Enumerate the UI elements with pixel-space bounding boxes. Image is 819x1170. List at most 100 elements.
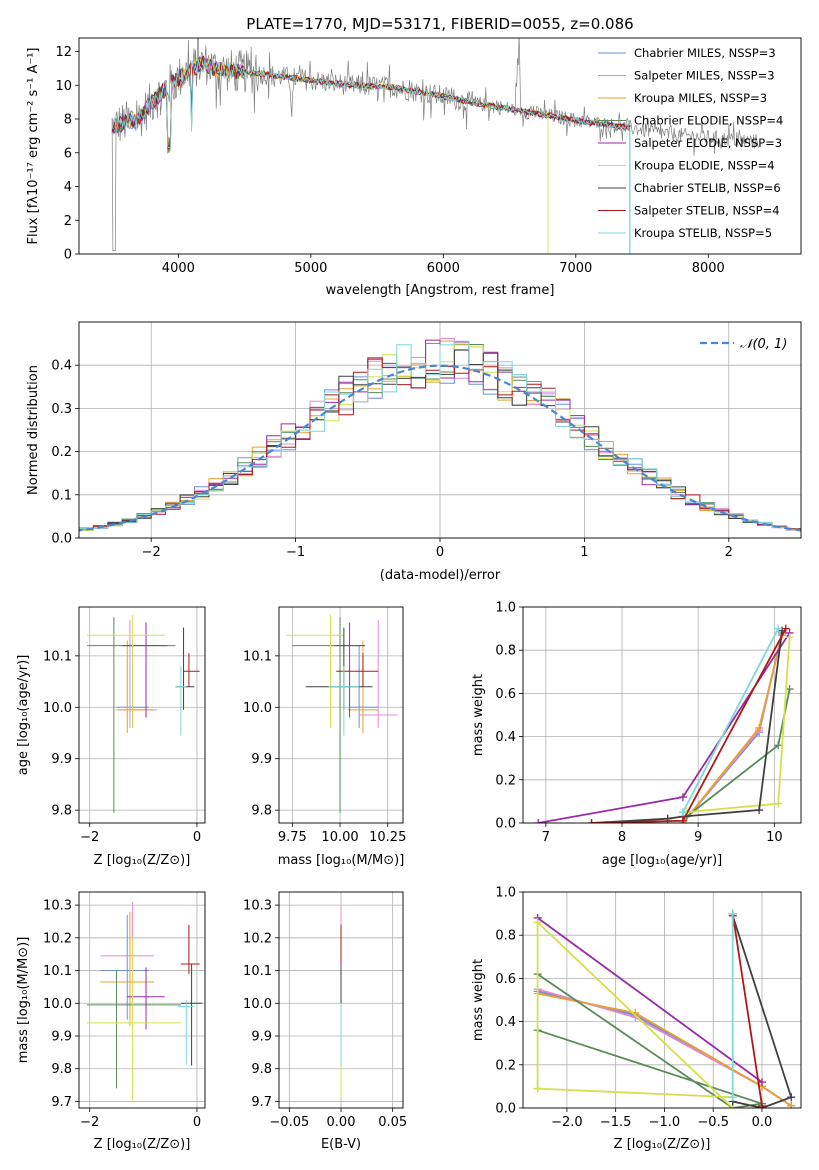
ytick-label: 10.0 [43, 701, 72, 716]
ytick-label: 10.0 [243, 701, 272, 716]
ytick-label: 10.0 [243, 997, 272, 1012]
ytick-label: 10.1 [43, 649, 72, 664]
series-marker [533, 1084, 542, 1093]
panel-spectrum: 4000 5000 6000 7000 8000 0 2 4 6 8 10 12 wavelength … [26, 37, 802, 298]
point-kroupa-stelib [175, 666, 187, 736]
series-marker [755, 723, 764, 732]
series-line [682, 628, 779, 813]
series-line [591, 628, 787, 823]
ytick-label: 4 [64, 180, 72, 195]
panel-residuals: −2 −1 0 1 2 0.0 0.1 0.2 0.3 0.4 (data-model)/error… [26, 321, 802, 583]
ytick-label: 9.8 [251, 804, 272, 819]
ytick-label: 0.2 [495, 773, 516, 788]
point-salpeter-elodie [121, 622, 168, 718]
point-salpeter-stelib [180, 924, 200, 974]
series-salpeter-stelib [587, 624, 790, 823]
axes-frame [278, 891, 404, 1109]
series-marker [728, 909, 737, 918]
legend-entry: Salpeter ELODIE, NSSP=3 [634, 136, 782, 150]
xtick-label: 5000 [294, 261, 327, 276]
ytick-label: 9.8 [51, 804, 72, 819]
series-line [537, 917, 763, 1083]
xtick-label: 0.0 [752, 1115, 773, 1130]
series-marker [678, 793, 687, 802]
series-marker [787, 1093, 796, 1102]
ytick-label: 0.6 [495, 687, 516, 702]
xtick-label: 7000 [559, 261, 592, 276]
axes-frame [78, 891, 206, 1109]
series-marker [587, 819, 596, 823]
y-axis-label: age [log₁₀(age/yr)] [16, 655, 31, 776]
series-marker [787, 1101, 796, 1108]
plot-area-age-vs-mass [286, 614, 398, 813]
model-spectrum-kroupa-elodie [164, 57, 549, 254]
xtick-label: 4000 [162, 261, 195, 276]
panel-massweight-vs-age: 7 8 9 10 0.0 0.2 0.4 0.6 0.8 1.0 age [log₁₀(age/yr… [471, 601, 802, 868]
legend-entry: Chabrier ELODIE, NSSP=4 [634, 114, 783, 128]
x-axis-label: (data-model)/error [380, 568, 501, 583]
panel-mass-vs-Z: −2 0 9.7 9.8 9.9 10.0 10.1 10.2 10.3 Z [log₁₀(Z/Z… [16, 891, 206, 1152]
ytick-label: 12 [55, 45, 72, 60]
series-marker [678, 808, 687, 817]
model-spectrum-kroupa-stelib [111, 59, 631, 254]
point-kroupa-elodie [286, 614, 344, 728]
x-axis-label: E(B-V) [321, 1137, 361, 1152]
ytick-label: 0.8 [495, 929, 516, 944]
xtick-label: 10.25 [369, 830, 406, 845]
legend-entry: 𝒩(0, 1) [740, 337, 787, 352]
xtick-label: 0 [193, 1115, 201, 1130]
ytick-label: 0.4 [51, 359, 72, 374]
point-kroupa-elodie [87, 937, 181, 1102]
xtick-label: 0.05 [378, 1115, 407, 1130]
series-marker [533, 918, 542, 927]
series-line [591, 630, 783, 823]
axes-frame [78, 321, 802, 539]
xtick-label: −0.5 [697, 1115, 729, 1130]
axes-frame [78, 606, 206, 824]
legend-entry: Chabrier MILES, NSSP=3 [634, 46, 776, 60]
x-axis-label: Z [log₁₀(Z/Z⊙)] [94, 1137, 191, 1152]
ytick-label: 10.2 [43, 931, 72, 946]
panel-age-vs-mass: 9.75 10.00 10.25 9.8 9.9 10.0 10.1 mass [log₁₀(… [243, 606, 406, 868]
point-salpeter-miles [359, 619, 398, 728]
ytick-label: 0.4 [495, 1015, 516, 1030]
axes-frame [522, 891, 802, 1109]
series-marker [755, 806, 764, 815]
ytick-label: 6 [64, 146, 72, 161]
y-axis-label: mass [log₁₀(M/M⊙)] [16, 937, 31, 1064]
series-kroupa-elodie [533, 918, 737, 1108]
ytick-label: 0.2 [495, 1058, 516, 1073]
plot-area-residuals [79, 338, 801, 533]
series-kroupa-stelib [678, 624, 783, 817]
ytick-label: 0.2 [51, 445, 72, 460]
point-chabrier-elodie [292, 617, 365, 813]
point-kroupa-miles [100, 911, 155, 1027]
series-marker [534, 819, 543, 823]
legend-entry: Salpeter MILES, NSSP=3 [634, 69, 775, 83]
xtick-label: 9.75 [278, 830, 307, 845]
panel-massweight-vs-Z: −2.0 −1.5 −1.0 −0.5 0.0 0.0 0.2 0.4 0.6 0.8 1.0 Z [… [471, 886, 802, 1152]
figure-title: PLATE=1770, MJD=53171, FIBERID=0055, z=0… [246, 15, 633, 33]
point-salpeter-miles [119, 619, 157, 728]
series-line [537, 973, 763, 1108]
y-axis-label: mass weight [471, 959, 486, 1041]
series-marker [774, 624, 783, 633]
series-marker [728, 1093, 737, 1102]
x-axis-label: Z [log₁₀(Z/Z⊙)] [94, 853, 191, 868]
axes-frame [278, 606, 404, 824]
xtick-label: 8 [618, 830, 626, 845]
xtick-label: −2.0 [551, 1115, 583, 1130]
point-chabrier-miles [100, 914, 149, 1020]
x-axis-label: age [log₁₀(age/yr)] [602, 853, 723, 868]
ytick-label: 0.3 [51, 402, 72, 417]
xtick-label: 6000 [427, 261, 460, 276]
point-salpeter-elodie [334, 622, 365, 718]
point-kroupa-stelib [178, 1000, 195, 1066]
xtick-label: 10.00 [321, 830, 358, 845]
xtick-label: −2 [80, 1115, 99, 1130]
xtick-label: 10 [766, 830, 783, 845]
legend-entry: Salpeter STELIB, NSSP=4 [634, 204, 780, 218]
ytick-label: 9.9 [251, 1030, 272, 1045]
panel-age-vs-Z: −2 0 9.8 9.9 10.0 10.1 Z [log₁₀(Z/Z⊙)] age [log… [16, 606, 206, 868]
ytick-label: 2 [64, 214, 72, 229]
